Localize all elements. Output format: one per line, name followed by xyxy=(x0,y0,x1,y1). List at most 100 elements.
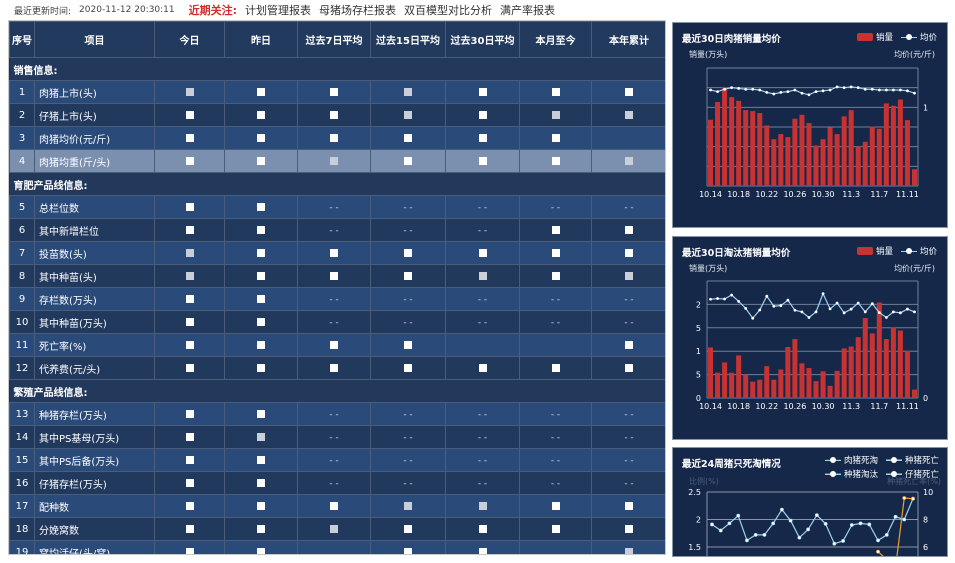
row-item-name: 投苗数(头) xyxy=(34,241,155,265)
y-axis-left-label: 比例(%) xyxy=(689,477,719,486)
cell-value: ■ xyxy=(224,356,298,380)
cell-value: ■ xyxy=(154,471,225,495)
redacted-value: ▪ xyxy=(625,271,633,280)
legend-item-piglet-death[interactable]: 仔猪死亡 xyxy=(885,468,939,480)
price-point xyxy=(828,307,832,311)
cell-value: ■ xyxy=(445,126,520,150)
link-sow-inventory-report[interactable]: 母猪场存栏报表 xyxy=(319,4,397,17)
bar xyxy=(722,87,728,186)
y-left-tick-label: 2.5 xyxy=(688,488,701,497)
chart-title: 最近24周猪只死淘情况 xyxy=(682,459,781,470)
empty-dash: - - xyxy=(477,202,488,213)
x-tick-label: 11.11 xyxy=(896,190,919,199)
legend-label: 种猪淘汰 xyxy=(843,470,878,480)
redacted-value: ▪ xyxy=(330,156,338,165)
y-right-tick-label: 1 xyxy=(923,103,928,112)
update-time-label: 最近更新时间: xyxy=(14,6,72,17)
price-point xyxy=(906,89,909,93)
cell-value: ■ xyxy=(224,149,298,173)
redacted-value: ▪ xyxy=(625,156,633,165)
row-number: 16 xyxy=(9,471,35,495)
cell-value: - - xyxy=(370,310,446,334)
legend-item-price[interactable]: 均价 xyxy=(900,31,937,43)
cell-value: - - xyxy=(519,310,592,334)
row-item-name: 其中种苗(头) xyxy=(34,264,155,288)
redacted-value: ■ xyxy=(257,478,265,487)
cell-value: ■ xyxy=(154,287,225,311)
bar xyxy=(792,118,798,186)
price-point xyxy=(772,92,776,96)
price-point xyxy=(779,304,783,307)
bar xyxy=(897,330,903,398)
legend-item-sow-death[interactable]: 种猪死亡 xyxy=(885,454,939,466)
cell-value: - - xyxy=(370,195,446,219)
cell-value: ■ xyxy=(591,333,665,357)
redacted-value: ▪ xyxy=(478,501,487,510)
cell-value: ■ xyxy=(297,356,371,380)
cell-value: ■ xyxy=(154,356,225,380)
redacted-value: ■ xyxy=(478,133,487,142)
empty-dash: - - xyxy=(477,409,488,420)
cell-value: ■ xyxy=(154,448,225,472)
cell-value: - - xyxy=(519,448,592,472)
redacted-value: ■ xyxy=(185,478,194,487)
empty-dash: - - xyxy=(403,225,413,236)
cell-value: ■ xyxy=(445,80,520,104)
series-point xyxy=(806,527,811,532)
series-point xyxy=(902,517,907,522)
bar xyxy=(743,374,749,398)
bar xyxy=(855,337,861,398)
cell-value: ▪ xyxy=(154,241,225,265)
legend-item-sales[interactable]: 销量 xyxy=(856,245,893,257)
x-tick-label: 10.14 xyxy=(699,402,722,411)
row-item-name: 种猪存栏(万头) xyxy=(34,402,155,426)
empty-dash: - - xyxy=(403,202,413,213)
cell-value: - - xyxy=(297,310,371,334)
legend-item-price[interactable]: 均价 xyxy=(900,245,937,257)
cell-value xyxy=(445,333,520,357)
link-full-production-report[interactable]: 满产率报表 xyxy=(500,4,556,17)
redacted-value: ■ xyxy=(478,156,487,165)
price-point xyxy=(814,90,818,93)
bar xyxy=(806,368,812,398)
link-plan-report[interactable]: 计划管理报表 xyxy=(245,4,312,17)
link-model-comparison[interactable]: 双百模型对比分析 xyxy=(404,4,493,17)
redacted-value: ■ xyxy=(257,248,265,257)
row-item-name: 肉猪均重(斤/头) xyxy=(34,149,155,173)
cell-value: - - xyxy=(591,471,665,495)
row-item-name: 代养费(元/头) xyxy=(34,356,155,380)
bar xyxy=(729,372,735,398)
cell-value: - - xyxy=(445,195,520,219)
price-point xyxy=(913,91,916,95)
legend-item-sales[interactable]: 销量 xyxy=(856,31,893,43)
price-point xyxy=(913,310,916,314)
legend-item-hog-death[interactable]: 肉猪死淘 xyxy=(824,454,878,466)
cell-value: ■ xyxy=(154,425,225,449)
y-axis-left-label: 销量(万头) xyxy=(689,264,728,273)
redacted-value: ■ xyxy=(404,524,412,533)
cell-value: ■ xyxy=(224,310,298,334)
legend-item-sow-cull[interactable]: 种猪淘汰 xyxy=(824,468,878,480)
bar xyxy=(750,381,756,398)
row-item-name: 仔猪存栏(万头) xyxy=(34,471,155,495)
row-number: 3 xyxy=(9,126,35,150)
